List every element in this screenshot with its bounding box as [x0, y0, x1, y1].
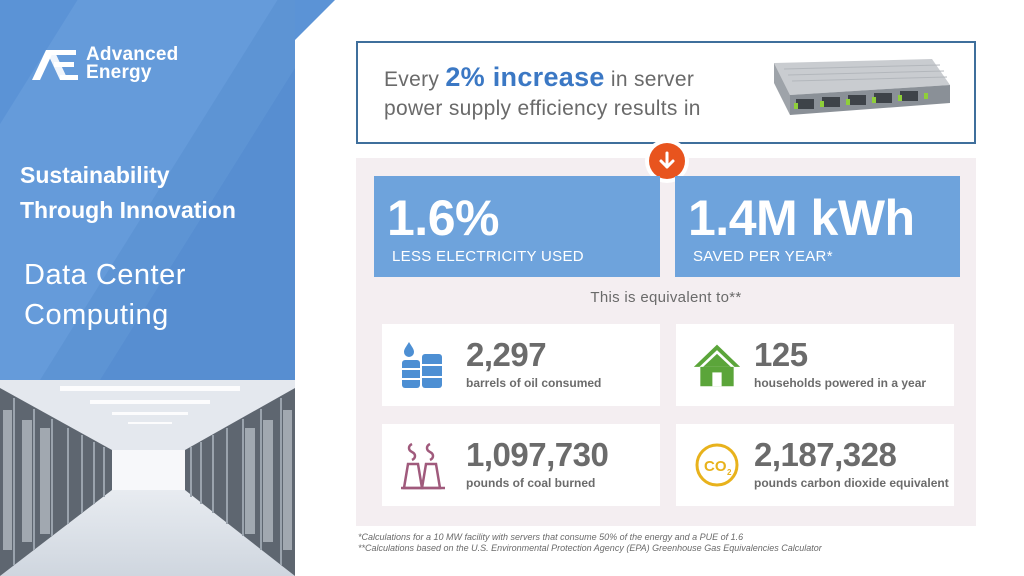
left-panel: [0, 0, 295, 380]
equivalent-value: 125: [754, 336, 808, 373]
left-title: Sustainability Through Innovation: [20, 158, 236, 228]
stat-box-energy-saved: 1.4M kWh SAVED PER YEAR*: [675, 176, 960, 277]
equivalent-card-co2: CO 2 2,187,328 pounds carbon dioxide equ…: [676, 424, 954, 506]
equivalent-value: 2,187,328: [754, 436, 897, 473]
data-center-image: [0, 380, 295, 576]
header-highlight: 2% increase: [445, 62, 605, 92]
house-icon: [693, 344, 741, 387]
arrow-down-icon: [659, 151, 675, 169]
equivalent-label: households powered in a year: [754, 376, 927, 390]
equivalent-label: pounds of coal burned: [466, 476, 596, 490]
logo-line-2: Energy: [86, 62, 152, 83]
left-title-line-2: Through Innovation: [20, 197, 236, 223]
footnote-2: **Calculations based on the U.S. Environ…: [358, 543, 822, 553]
logo-text: Advanced Energy: [86, 44, 179, 83]
svg-text:2: 2: [727, 468, 732, 477]
equivalent-card-coal: 1,097,730 pounds of coal burned: [382, 424, 660, 506]
oil-barrel-icon: [402, 342, 442, 388]
header-suffix: in server: [604, 68, 695, 91]
header-line-1: Every 2% increase in server: [384, 63, 701, 94]
equivalent-card-oil: 2,297 barrels of oil consumed: [382, 324, 660, 406]
svg-text:CO: CO: [704, 458, 727, 475]
decorative-wedge: [295, 0, 335, 40]
stat-value: 1.6%: [387, 190, 499, 246]
header-line-2: power supply efficiency results in: [384, 97, 701, 120]
stat-label: SAVED PER YEAR*: [693, 248, 833, 265]
stat-box-electricity: 1.6% LESS ELECTRICITY USED: [374, 176, 660, 277]
logo-mark-icon: [32, 50, 78, 80]
header-text: Every 2% increase in server power supply…: [384, 63, 701, 123]
equivalent-value: 1,097,730: [466, 436, 609, 473]
footnotes: *Calculations for a 10 MW facility with …: [358, 532, 822, 554]
stat-value: 1.4M kWh: [688, 190, 915, 246]
footnote-1: *Calculations for a 10 MW facility with …: [358, 532, 744, 542]
left-subtitle-line-2: Computing: [24, 299, 169, 331]
equivalent-heading: This is equivalent to**: [590, 289, 742, 306]
left-subtitle: Data Center Computing: [24, 255, 186, 335]
server-power-supply-icon: [774, 59, 950, 115]
logo-line-1: Advanced: [86, 44, 179, 65]
stat-label: LESS ELECTRICITY USED: [392, 248, 584, 265]
left-title-line-1: Sustainability: [20, 162, 170, 188]
left-subtitle-line-1: Data Center: [24, 259, 186, 291]
header-box: Every 2% increase in server power supply…: [356, 41, 976, 144]
equivalent-label: pounds carbon dioxide equivalent: [754, 476, 949, 490]
header-prefix: Every: [384, 68, 446, 91]
equivalent-card-households: 125 households powered in a year: [676, 324, 954, 406]
co2-icon: CO 2: [695, 443, 739, 487]
arrow-circle: [649, 143, 685, 179]
arrow-badge: [645, 139, 689, 183]
data-center-aisle-icon: [0, 380, 295, 576]
equivalent-value: 2,297: [466, 336, 547, 373]
advanced-energy-logo: Advanced Energy: [30, 44, 179, 83]
power-plant-icon: [401, 442, 445, 490]
equivalent-label: barrels of oil consumed: [466, 376, 602, 390]
